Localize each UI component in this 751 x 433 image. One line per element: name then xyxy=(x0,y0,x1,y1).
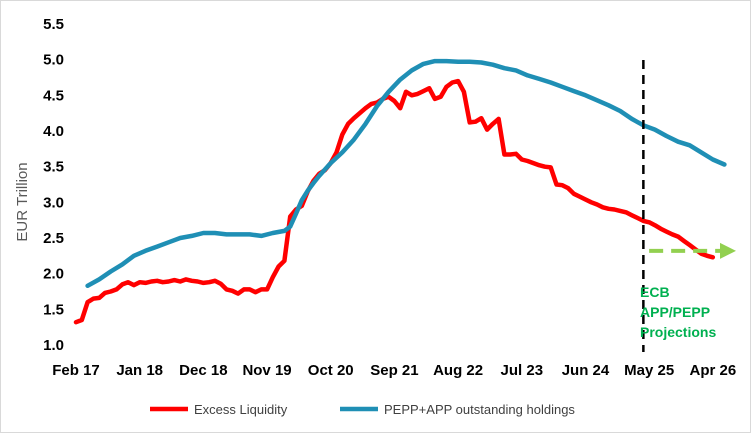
x-tick-label: Oct 20 xyxy=(308,362,354,379)
y-tick-label: 1.5 xyxy=(43,301,64,318)
x-tick-label: Jun 24 xyxy=(562,362,610,379)
projection-arrow-head xyxy=(720,242,736,259)
legend-label: Excess Liquidity xyxy=(194,402,288,417)
y-tick-label: 5.0 xyxy=(43,52,64,69)
projection-label-line: APP/PEPP xyxy=(640,304,710,320)
y-tick-label: 2.0 xyxy=(43,266,64,283)
x-tick-label: Apr 26 xyxy=(689,362,736,379)
y-tick-label: 4.0 xyxy=(43,123,64,140)
x-axis-ticks: Feb 17 Jan 18 Dec 18 Nov 19 Oct 20 Sep 21 Aug … xyxy=(52,362,736,379)
x-tick-label: Dec 18 xyxy=(179,362,227,379)
x-tick-label: May 25 xyxy=(624,362,674,379)
y-axis-ticks: 1.0 1.5 2.0 2.5 3.0 3.5 4.0 4.5 5.0 5.5 xyxy=(43,16,64,354)
x-tick-label: Nov 19 xyxy=(242,362,291,379)
x-tick-label: Jul 23 xyxy=(501,362,544,379)
series-lines xyxy=(73,58,727,325)
y-tick-label: 3.5 xyxy=(43,159,64,176)
projection-label: ECB APP/PEPP Projections xyxy=(640,284,716,340)
x-tick-label: Sep 21 xyxy=(370,362,418,379)
y-tick-label: 1.0 xyxy=(43,337,64,354)
y-tick-label: 3.0 xyxy=(43,194,64,211)
y-tick-label: 5.5 xyxy=(43,16,64,33)
x-tick-label: Aug 22 xyxy=(433,362,483,379)
projection-label-line: Projections xyxy=(640,324,716,340)
y-axis-title: EUR Trillion xyxy=(14,162,31,241)
projection-annotations: ECB APP/PEPP Projections xyxy=(640,60,736,352)
series-line-0 xyxy=(73,78,716,325)
legend: Excess Liquidity PEPP+APP outstanding hol… xyxy=(150,402,575,417)
y-tick-label: 2.5 xyxy=(43,230,64,247)
x-tick-label: Jan 18 xyxy=(116,362,163,379)
projection-label-line: ECB xyxy=(640,284,670,300)
series-line-1 xyxy=(85,58,727,289)
y-tick-label: 4.5 xyxy=(43,87,64,104)
legend-label: PEPP+APP outstanding holdings xyxy=(384,402,575,417)
x-tick-label: Feb 17 xyxy=(52,362,100,379)
